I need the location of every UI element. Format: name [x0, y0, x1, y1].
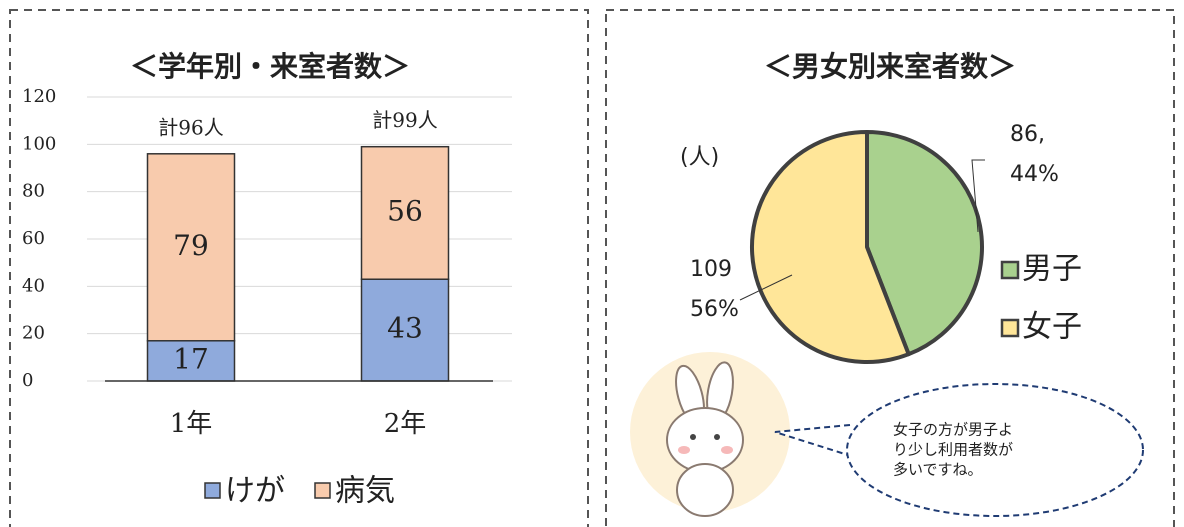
data-label: 86, — [1010, 122, 1045, 147]
percent-label: 56% — [690, 297, 739, 322]
y-tick-label: 60 — [22, 228, 45, 249]
data-label: 43 — [387, 312, 423, 345]
speech-text: 多いですね。 — [893, 461, 983, 479]
data-label: 109 — [690, 257, 732, 282]
total-label: 計96人 — [158, 115, 223, 139]
data-label: 17 — [173, 342, 209, 375]
percent-label: 44% — [1010, 162, 1059, 187]
y-tick-label: 80 — [22, 181, 45, 202]
legend-label: けが — [225, 474, 285, 509]
page: ＜学年別・来室者数＞ 0 20 40 60 80 100 120 17 79 計96人 1年 43 56 計… — [0, 0, 1184, 527]
data-label: 56 — [387, 194, 423, 227]
speech-text: 女子の方が男子よ — [893, 421, 1013, 439]
y-tick-label: 40 — [22, 275, 45, 296]
rabbit-illustration — [630, 352, 790, 516]
unit-label: (人) — [680, 145, 719, 170]
speech-text: り少し利用者数が — [893, 441, 1013, 459]
y-tick-label: 100 — [22, 133, 56, 154]
y-tick-label: 120 — [22, 86, 56, 107]
legend-swatch — [315, 483, 330, 498]
legend-swatch — [205, 483, 220, 498]
legend-label: 病気 — [335, 474, 395, 509]
legend-swatch — [1002, 320, 1018, 336]
left-panel — [10, 10, 588, 527]
x-tick-label: 1年 — [170, 409, 213, 439]
legend-label: 女子 — [1022, 310, 1082, 345]
x-tick-label: 2年 — [384, 409, 427, 439]
legend-label: 男子 — [1022, 252, 1082, 287]
y-tick-label: 20 — [22, 323, 45, 344]
y-tick-label: 0 — [22, 370, 33, 391]
legend-swatch — [1002, 262, 1018, 278]
total-label: 計99人 — [372, 108, 437, 132]
chart-title: ＜男女別来室者数＞ — [764, 50, 1016, 83]
data-label: 79 — [173, 229, 209, 262]
chart-title: ＜学年別・来室者数＞ — [130, 50, 410, 83]
